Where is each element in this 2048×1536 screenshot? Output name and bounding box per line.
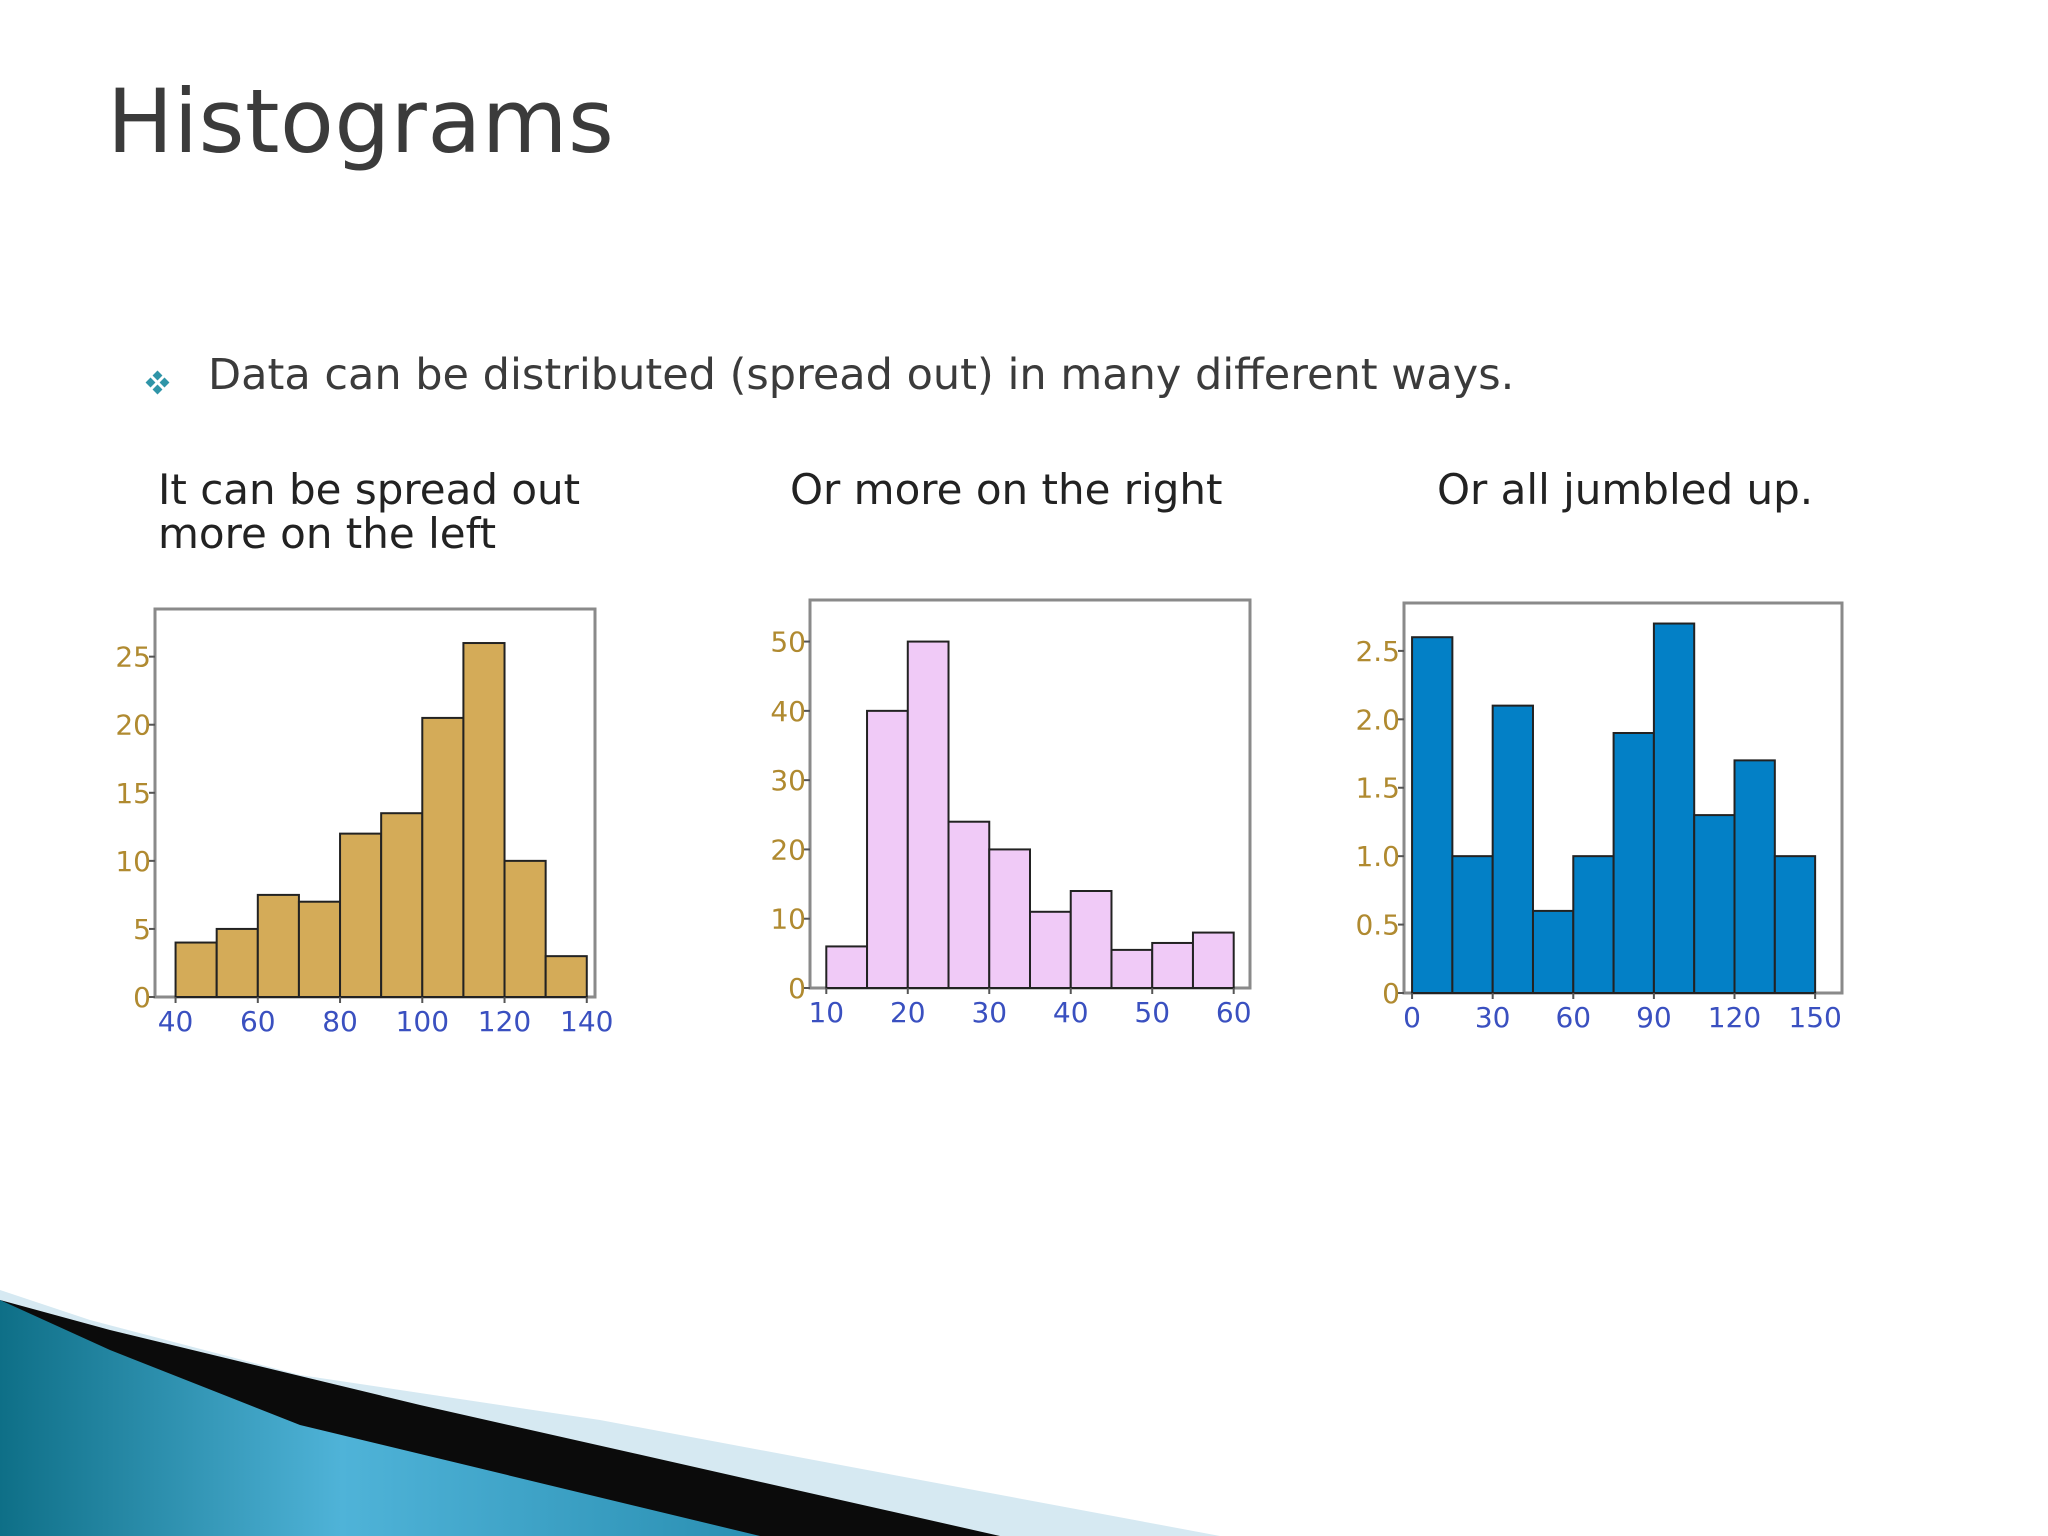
y-tick-label: 2.5 [1355,635,1400,668]
x-tick-label: 0 [1403,1001,1421,1034]
y-tick-label: 1.0 [1355,840,1400,873]
caption-right-skew: Or more on the right [790,468,1222,512]
slide-title: Histograms [107,70,615,173]
y-tick-label: 40 [770,695,806,728]
histogram-bar [1652,622,1696,994]
histogram-bar [421,716,465,998]
histogram-bar [1733,759,1776,994]
histogram-bar [1773,855,1817,994]
y-tick-label: 5 [133,913,151,946]
caption-line: Or more on the right [790,465,1223,514]
y-tick-label: 0 [788,972,806,1005]
histogram-bar [462,642,506,998]
x-tick-label: 60 [1555,1001,1591,1034]
x-tick-label: 60 [1216,996,1252,1029]
x-tick-label: 120 [1708,1001,1761,1034]
x-tick-label: 90 [1636,1001,1672,1034]
caption-line: It can be spread out [158,465,581,514]
caption-jumbled: Or all jumbled up. [1437,468,1813,512]
histogram-bar [1151,941,1194,990]
histogram-bar [1531,909,1575,994]
y-tick-label: 50 [770,626,806,659]
histogram-bar [1612,732,1655,994]
x-tick-label: 40 [1053,996,1089,1029]
y-tick-label: 20 [115,709,151,742]
histogram-bar [297,900,342,999]
histogram-bar [1110,948,1154,990]
histogram-bar [544,955,588,999]
histogram-bar [825,945,869,990]
x-tick-label: 140 [560,1005,613,1038]
y-tick-label: 10 [115,845,151,878]
x-tick-label: 30 [971,996,1007,1029]
caption-line: Or all jumbled up. [1437,465,1814,514]
histogram-bar [1451,855,1494,994]
y-tick-label: 0 [1382,977,1400,1010]
histogram-bar [1191,931,1235,989]
histogram-bar [503,859,547,998]
y-tick-label: 2.0 [1355,703,1400,736]
histogram-bar [988,848,1032,990]
bullet-text: Data can be distributed (spread out) in … [208,350,1515,400]
y-tick-label: 10 [770,903,806,936]
histogram-bar [1069,890,1113,989]
y-tick-label: 15 [115,777,151,810]
y-tick-label: 0 [133,981,151,1014]
y-tick-label: 1.5 [1355,772,1400,805]
histogram-bar [1029,910,1072,989]
y-tick-label: 25 [115,641,151,674]
caption-left-skew: It can be spread out more on the left [158,468,580,556]
histogram-bar [866,709,909,989]
x-tick-label: 80 [322,1005,358,1038]
histogram-bar [1572,855,1615,994]
histogram-bar [1411,636,1454,994]
x-tick-label: 40 [158,1005,194,1038]
caption-line: more on the left [158,509,497,558]
histogram-bar [1491,704,1534,994]
histogram-bar [380,812,424,998]
histogram-bar [947,820,991,990]
x-tick-label: 120 [478,1005,531,1038]
y-tick-label: 0.5 [1355,909,1400,942]
histogram-bar [339,832,383,999]
x-tick-label: 10 [808,996,844,1029]
x-tick-label: 100 [396,1005,449,1038]
x-tick-label: 50 [1134,996,1170,1029]
y-tick-label: 30 [770,764,806,797]
diamond-bullet-icon [145,370,170,395]
histogram-bar [1693,814,1736,995]
x-tick-label: 30 [1475,1001,1511,1034]
y-tick-label: 20 [770,833,806,866]
histogram-bar [906,640,950,989]
x-tick-label: 20 [890,996,926,1029]
x-tick-label: 60 [240,1005,276,1038]
x-tick-label: 150 [1788,1001,1841,1034]
